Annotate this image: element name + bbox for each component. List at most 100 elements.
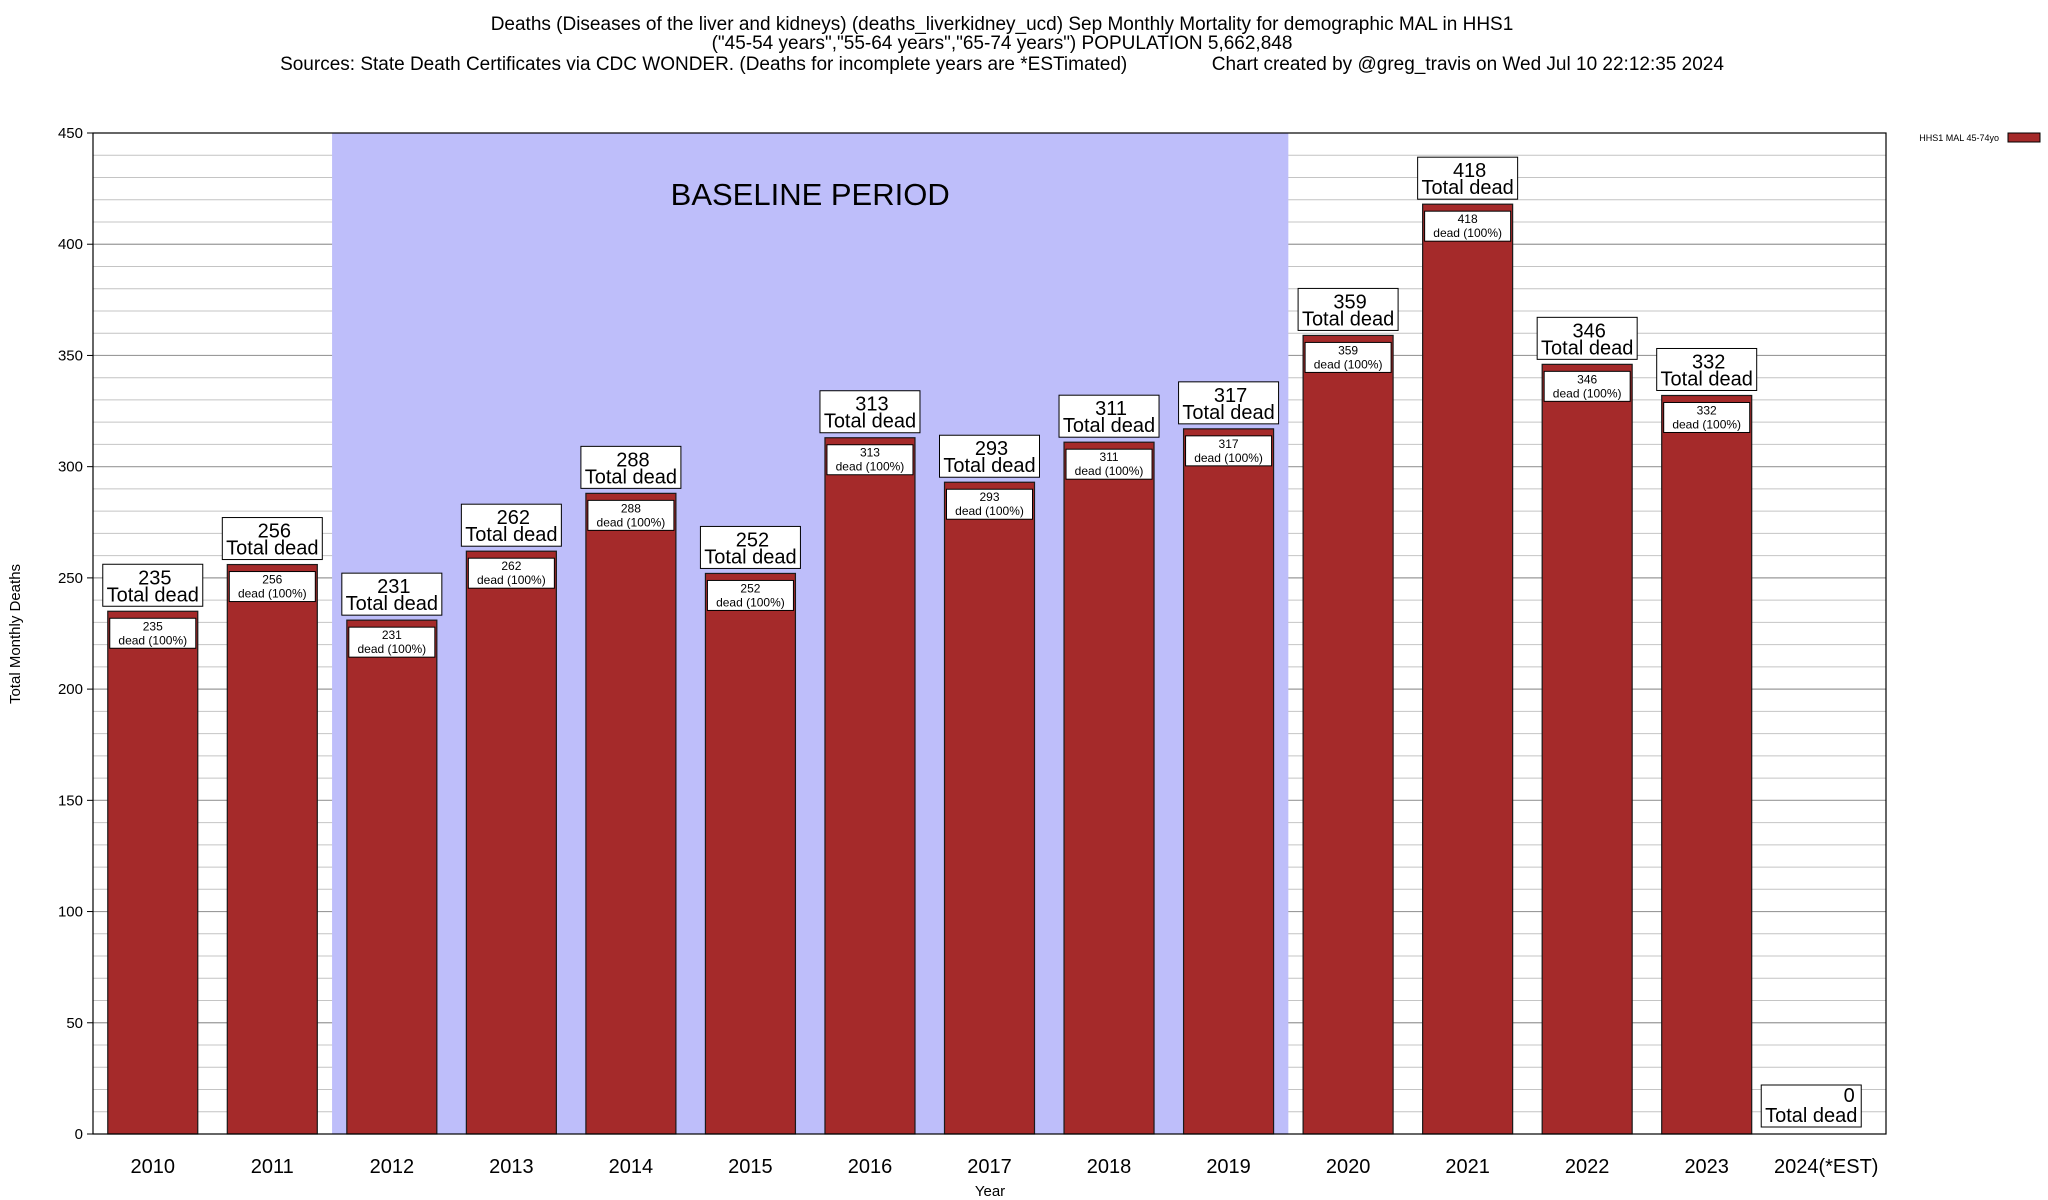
y-tick-label: 200 (58, 681, 83, 698)
bar-total-text: Total dead (1661, 368, 1753, 390)
bar-inner-label-box (228, 571, 316, 603)
bar-inner-percent: dead (100%) (1672, 417, 1741, 431)
chart-title-line-3: Sources: State Death Certificates via CD… (280, 54, 1724, 75)
bar-total-label-box (102, 563, 204, 607)
bar-total-value: 311 (1095, 398, 1127, 420)
bar-inner-label-box (1304, 341, 1392, 373)
bar-total-label-box (1656, 347, 1758, 391)
bar-inner-percent: dead (100%) (1314, 357, 1383, 371)
x-axis-label: Year (975, 1183, 1005, 1200)
bar-total-text: Total dead (704, 546, 796, 568)
bar-total-value: 262 (497, 507, 530, 529)
bar-inner-value: 288 (621, 501, 641, 515)
bar (465, 550, 557, 1135)
bar-total-label-box (1536, 316, 1638, 360)
bar-inner-label-box (1185, 435, 1273, 467)
bar (226, 563, 318, 1135)
bar (1661, 394, 1753, 1135)
bar-total-label-box (939, 434, 1040, 478)
bar-total-value: 252 (736, 529, 769, 551)
legend-swatch (2007, 132, 2041, 143)
x-tick-label: 2020 (1326, 1156, 1371, 1178)
bar-inner-value: 252 (740, 581, 760, 595)
bar-inner-value: 231 (382, 628, 402, 642)
bar-total-text: Total dead (107, 584, 199, 606)
bar (346, 619, 438, 1135)
bar-inner-label-box (1424, 210, 1512, 242)
bar-inner-label-box (109, 617, 197, 649)
bar-inner-percent: dead (100%) (955, 504, 1024, 518)
chart-title-line-2: ("45-54 years","55-64 years","65-74 year… (712, 33, 1293, 54)
bar-inner-value: 235 (143, 619, 163, 633)
bar-inner-label-box (706, 579, 794, 611)
bar-total-text: Total dead (465, 524, 557, 546)
bar-inner-label-box (348, 626, 436, 658)
y-tick-label: 50 (66, 1015, 83, 1032)
bar-inner-percent: dead (100%) (1433, 226, 1502, 240)
y-tick-label: 100 (58, 904, 83, 921)
bar-inner-percent: dead (100%) (118, 633, 187, 647)
bar-inner-value: 359 (1338, 343, 1358, 357)
bar (1422, 203, 1514, 1135)
bar-total-value: 293 (975, 438, 1008, 460)
bar-total-value: 0 (1844, 1085, 1855, 1107)
axes: 0 50 100 150 200 250 300 350 400 450 Year Total Mon… (7, 125, 1887, 1200)
plot-frame (92, 132, 1887, 1135)
bar-total-text: Total dead (1063, 415, 1155, 437)
x-tick-label: 2018 (1087, 1156, 1132, 1178)
bar-total-label-box (699, 525, 801, 569)
bar-inner-value: 313 (860, 446, 880, 460)
bar-total-text: Total dead (585, 466, 677, 488)
bar-total-text: Total dead (226, 538, 318, 560)
bar-inner-percent: dead (100%) (238, 587, 307, 601)
y-tick-label: 300 (58, 459, 83, 476)
bar-total-value: 359 (1333, 291, 1366, 313)
bar-total-label-box (819, 390, 921, 434)
bar-total-label-box (1297, 287, 1399, 331)
legend: HHS1 MAL 45-74yo (1919, 132, 2041, 143)
bar-total-text: Total dead (1421, 177, 1513, 199)
x-tick-label: 2021 (1445, 1156, 1490, 1178)
x-tick-label: 2011 (251, 1156, 294, 1178)
bar-inner-percent: dead (100%) (836, 460, 905, 474)
bar-total-text: Total dead (1182, 402, 1274, 424)
bar-total-label-box (1058, 394, 1160, 438)
x-tick-label: 2023 (1684, 1156, 1729, 1178)
bar (943, 481, 1036, 1135)
x-tick-label: 2015 (728, 1156, 773, 1178)
y-tick-label: 350 (58, 347, 83, 364)
bar-inner-label-box (946, 488, 1033, 520)
bar (1302, 334, 1394, 1135)
x-tick-label: 2022 (1565, 1156, 1610, 1178)
y-tick-label: 450 (58, 125, 83, 142)
bar (585, 492, 677, 1135)
bar-inner-value: 317 (1219, 437, 1239, 451)
bar-total-value: 346 (1572, 320, 1605, 342)
bar-total-value: 288 (616, 449, 649, 471)
bar-inner-value: 262 (501, 559, 521, 573)
bar-inner-value: 332 (1697, 403, 1717, 417)
bar (1182, 428, 1275, 1135)
bar-total-text: Total dead (346, 593, 438, 615)
y-tick-label: 250 (58, 570, 83, 587)
y-axis-label: Total Monthly Deaths (7, 564, 24, 704)
bar-inner-value: 293 (979, 490, 999, 504)
bar (704, 572, 797, 1135)
x-tick-label: 2010 (131, 1156, 176, 1178)
bar-total-label-box (1760, 1084, 1862, 1128)
bar-total-label-box (580, 445, 682, 489)
bar-inner-label-box (1543, 370, 1631, 402)
bar-total-label-box (1417, 156, 1519, 200)
bar-inner-label-box (826, 444, 914, 476)
bar (1063, 441, 1155, 1135)
